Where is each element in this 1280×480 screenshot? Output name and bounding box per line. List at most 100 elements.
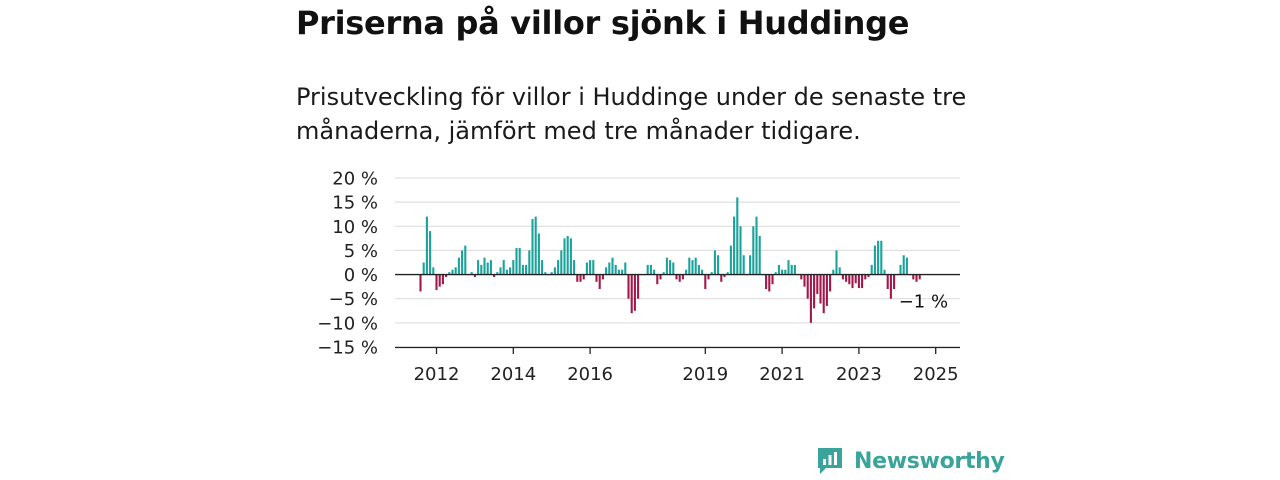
bar	[445, 274, 448, 277]
bar	[774, 272, 777, 275]
bar	[880, 240, 883, 275]
bar	[720, 274, 723, 282]
bar	[432, 267, 435, 275]
bar	[889, 274, 892, 299]
bar	[813, 274, 816, 309]
bar	[573, 260, 576, 275]
bar	[733, 216, 736, 275]
y-tick-label: 15 %	[332, 193, 378, 214]
bar	[669, 260, 672, 275]
bar	[886, 274, 889, 290]
x-axis-ticks: 2012 2014 2016 2019 2021 2023 2025	[414, 347, 959, 385]
bar	[646, 264, 649, 275]
newsworthy-logo-icon	[818, 448, 842, 474]
y-tick-label: −10 %	[317, 313, 378, 334]
bar	[534, 216, 537, 275]
chart-subtitle: Prisutveckling för villor i Huddinge und…	[296, 83, 967, 145]
bar	[592, 260, 595, 275]
bar	[528, 250, 531, 275]
bar	[582, 274, 585, 280]
bar	[537, 233, 540, 275]
bar	[835, 250, 838, 275]
bar	[893, 274, 896, 290]
bar	[493, 274, 496, 277]
bar	[656, 274, 659, 285]
gridlines	[395, 177, 960, 348]
bar-series	[419, 197, 921, 323]
bar	[915, 274, 918, 282]
bar	[768, 274, 771, 292]
bar	[825, 274, 828, 306]
bar	[464, 245, 467, 275]
bar	[832, 269, 835, 275]
bar	[717, 255, 720, 275]
bar	[675, 274, 678, 280]
bar	[672, 262, 675, 275]
bar	[771, 274, 774, 285]
bar	[509, 267, 512, 275]
bar	[758, 235, 761, 275]
bar	[873, 245, 876, 275]
bar	[441, 274, 444, 285]
bar	[845, 274, 848, 282]
bar	[822, 274, 825, 314]
bar	[563, 238, 566, 275]
bar	[483, 257, 486, 275]
bar	[544, 272, 547, 275]
bar	[710, 272, 713, 275]
bar	[742, 255, 745, 275]
bar	[688, 257, 691, 275]
bar	[502, 260, 505, 275]
bar	[454, 267, 457, 275]
bar	[614, 264, 617, 275]
bar	[755, 216, 758, 275]
bar	[576, 274, 579, 282]
y-tick-label: −5 %	[329, 289, 378, 310]
bar	[621, 269, 624, 275]
bar	[713, 250, 716, 275]
bar	[681, 274, 684, 280]
bar	[550, 272, 553, 275]
bar	[630, 274, 633, 314]
bar	[598, 274, 601, 290]
bar	[870, 264, 873, 275]
bar	[518, 248, 521, 275]
bar	[595, 274, 598, 282]
bar	[918, 274, 921, 280]
bar	[627, 274, 630, 299]
bar	[864, 274, 867, 280]
bar	[489, 260, 492, 275]
bar	[601, 274, 604, 280]
bar	[425, 216, 428, 275]
bar	[787, 260, 790, 275]
bar	[829, 274, 832, 292]
bar	[499, 267, 502, 275]
bar	[525, 264, 528, 275]
last-value-annotation: −1 %	[899, 291, 948, 312]
bar	[704, 274, 707, 290]
bar	[560, 250, 563, 275]
bar	[694, 257, 697, 275]
x-tick-label: 2016	[567, 364, 613, 385]
bar	[429, 231, 432, 275]
bar	[512, 260, 515, 275]
bar	[435, 274, 438, 291]
y-tick-label: 20 %	[332, 169, 378, 190]
bar	[662, 272, 665, 275]
bar	[637, 274, 640, 299]
bar	[707, 274, 710, 280]
bar	[541, 260, 544, 275]
bar	[857, 274, 860, 289]
bar	[752, 226, 755, 275]
bar	[784, 269, 787, 275]
y-tick-label: 0 %	[344, 265, 378, 286]
bar	[790, 264, 793, 275]
bar	[515, 248, 518, 275]
bar	[838, 267, 841, 275]
newsworthy-brand[interactable]: Newsworthy	[816, 446, 1005, 476]
bar	[877, 240, 880, 275]
bar	[611, 257, 614, 275]
bar	[473, 274, 476, 277]
bar	[419, 274, 422, 292]
